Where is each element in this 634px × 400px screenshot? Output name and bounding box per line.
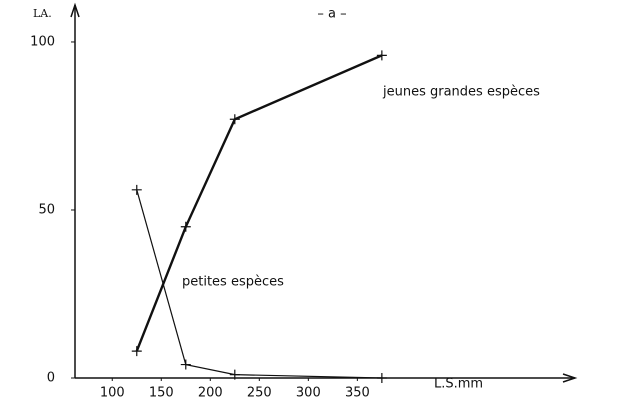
- y-tick-label: 0: [47, 371, 55, 386]
- y-tick-label: 50: [38, 202, 55, 217]
- x-tick-label: 350: [345, 386, 370, 400]
- y-axis-arrow: [70, 2, 80, 18]
- x-axis-label: L.S.mm: [434, 377, 483, 392]
- x-tick-label: 300: [296, 386, 321, 400]
- series-label: jeunes grandes espèces: [382, 85, 540, 100]
- x-axis-arrow: [562, 373, 578, 383]
- x-tick-label: 250: [247, 386, 272, 400]
- point-marker: [376, 50, 387, 61]
- point-marker: [131, 184, 142, 195]
- point-marker: [229, 114, 240, 125]
- point-marker: [376, 373, 387, 383]
- x-tick-label: 150: [149, 386, 174, 400]
- point-marker: [229, 369, 240, 380]
- point-marker: [180, 221, 191, 232]
- series-line: [136, 189, 382, 379]
- point-marker: [180, 359, 191, 370]
- chart-title: – a –: [317, 7, 346, 22]
- y-tick-label: 100: [30, 34, 55, 49]
- point-marker: [131, 346, 142, 357]
- x-tick-label: 100: [100, 386, 125, 400]
- series-label: petites espèces: [182, 275, 284, 290]
- series-line: [135, 54, 383, 352]
- x-tick-label: 200: [198, 386, 223, 400]
- y-axis-label: LA.: [33, 7, 52, 20]
